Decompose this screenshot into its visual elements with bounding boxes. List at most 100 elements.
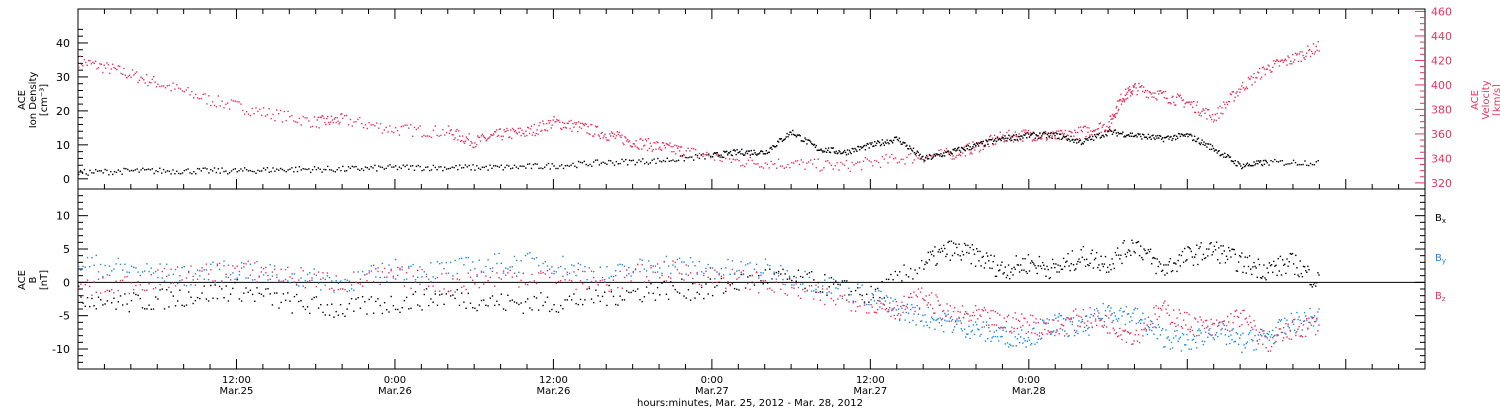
data-point [954, 147, 956, 150]
data-point [1316, 319, 1318, 321]
data-point [257, 169, 259, 172]
data-point [635, 140, 637, 142]
data-point [232, 100, 235, 102]
data-point [568, 295, 571, 297]
data-point [396, 168, 399, 171]
data-point [135, 293, 137, 296]
data-point [458, 258, 461, 260]
data-point [227, 300, 230, 302]
data-point [648, 260, 650, 262]
data-point [428, 169, 431, 172]
data-point [566, 271, 568, 273]
data-point [810, 142, 813, 145]
data-point [1144, 249, 1146, 252]
data-point [674, 160, 676, 163]
data-point [764, 269, 767, 271]
data-point [78, 173, 80, 176]
data-point [985, 324, 988, 326]
field-tick-label: 10 [56, 210, 70, 223]
data-point [840, 152, 842, 155]
data-point [84, 284, 86, 286]
data-point [825, 147, 827, 150]
data-point [1042, 133, 1044, 135]
data-point [579, 298, 582, 301]
data-point [482, 135, 485, 137]
data-point [612, 275, 615, 278]
data-point [181, 304, 183, 306]
data-point [797, 134, 800, 136]
data-point [615, 303, 617, 306]
data-point [1216, 152, 1218, 154]
data-point [172, 169, 174, 171]
data-point [797, 295, 800, 297]
data-point [1053, 330, 1055, 332]
data-point [1228, 246, 1230, 249]
data-point [1230, 93, 1233, 96]
data-point [304, 279, 307, 282]
data-point [1295, 54, 1298, 56]
data-point [1082, 126, 1084, 129]
data-point [216, 297, 219, 300]
data-point [91, 294, 93, 296]
data-point [1101, 263, 1103, 265]
data-point [439, 290, 441, 292]
data-point [1311, 286, 1313, 288]
data-point [1128, 86, 1131, 88]
data-point [106, 289, 108, 292]
data-point [1107, 306, 1109, 308]
data-point [1226, 155, 1228, 158]
data-point [159, 283, 161, 286]
data-point [198, 168, 201, 170]
data-point [694, 282, 696, 284]
legend-bz: Bz [1435, 291, 1446, 303]
data-point [520, 302, 522, 304]
data-point [626, 269, 628, 271]
data-point [839, 282, 841, 284]
data-point [879, 306, 881, 308]
data-point [970, 151, 972, 153]
data-point [600, 162, 602, 164]
data-point [267, 274, 269, 277]
data-point [1141, 256, 1143, 259]
data-point [311, 169, 314, 171]
data-point [1259, 67, 1261, 70]
data-point [722, 274, 725, 276]
data-point [176, 170, 178, 172]
data-point [909, 145, 911, 147]
data-point [1062, 325, 1065, 327]
data-point [475, 146, 477, 148]
data-point [564, 299, 566, 301]
data-point [335, 275, 337, 277]
data-point [1223, 101, 1225, 103]
data-point [987, 338, 989, 340]
data-point [102, 71, 104, 74]
data-point [535, 297, 538, 299]
data-point [817, 291, 819, 294]
data-point [124, 293, 126, 295]
data-point [215, 171, 218, 174]
data-point [181, 267, 183, 269]
data-point [1263, 332, 1265, 335]
data-point [993, 134, 996, 137]
data-point [689, 257, 692, 259]
data-point [456, 289, 458, 291]
data-point [1037, 138, 1039, 140]
data-point [919, 291, 922, 293]
data-point [940, 325, 943, 327]
data-point [953, 149, 955, 151]
data-point [901, 301, 903, 303]
data-point [378, 127, 380, 129]
data-point [760, 150, 763, 152]
data-point [716, 271, 718, 273]
data-point [1145, 252, 1147, 255]
data-point [727, 281, 729, 283]
data-point [860, 147, 863, 149]
data-point [938, 322, 940, 324]
data-point [601, 276, 604, 279]
data-point [685, 273, 687, 275]
data-point [919, 153, 921, 155]
data-point [531, 134, 534, 136]
data-point [1032, 261, 1034, 264]
data-point [166, 170, 169, 172]
data-point [828, 162, 831, 164]
